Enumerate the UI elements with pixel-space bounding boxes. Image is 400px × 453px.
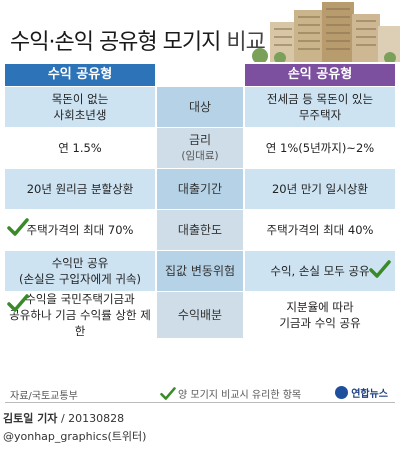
- column-header-gain-loss-sharing: 손익 공유형: [245, 64, 395, 86]
- source-note: 자료/국토교통부: [10, 391, 78, 402]
- table-row: 수익을 국민주택기금과 공유하나 기금 수익률 상한 제한 수익배분 지분율에 따라…: [5, 292, 395, 338]
- profit-sharing-cell: 20년 원리금 분할상환: [5, 169, 155, 209]
- profit-sharing-cell: 수익만 공유 (손실은 구입자에게 귀속): [5, 251, 155, 291]
- gain-loss-sharing-cell: 지분율에 따라 기금과 수익 공유: [245, 292, 395, 338]
- table-row: 연 1.5% 금리 (임대료) 연 1%(5년까지)~2%: [5, 128, 395, 168]
- column-header-spacer: [157, 64, 243, 86]
- legend: 양 모기지 비교시 유리한 항목: [160, 386, 301, 401]
- profit-sharing-cell-text: 목돈이 없는 사회초년생: [51, 92, 109, 122]
- page-title: 수익·손익 공유형 모기지 비교: [10, 24, 266, 56]
- gain-loss-sharing-cell-text: 주택가격의 최대 40%: [266, 223, 374, 237]
- gain-loss-sharing-cell: 전세금 등 목돈이 있는 무주택자: [245, 87, 395, 127]
- title-main: 수익·손익 공유형 모기지: [10, 30, 221, 55]
- gain-loss-sharing-cell-text: 지분율에 따라 기금과 수익 공유: [279, 300, 361, 330]
- twitter-handle: @yonhap_graphics(트위터): [3, 430, 147, 443]
- check-icon: [369, 260, 391, 278]
- gain-loss-sharing-cell: 수익, 손실 모두 공유: [245, 251, 395, 291]
- logo-mark-icon: [335, 386, 349, 399]
- gain-loss-sharing-cell: 20년 만기 일시상환: [245, 169, 395, 209]
- gain-loss-sharing-cell-text: 연 1%(5년까지)~2%: [265, 141, 375, 155]
- table-row: 목돈이 없는 사회초년생 대상 전세금 등 목돈이 있는 무주택자: [5, 87, 395, 127]
- profit-sharing-cell-text: 연 1.5%: [58, 141, 102, 155]
- profit-sharing-cell: 연 1.5%: [5, 128, 155, 168]
- check-icon: [7, 218, 29, 236]
- profit-sharing-cell-text: 수익만 공유 (손실은 구입자에게 귀속): [18, 256, 142, 286]
- legend-label: 양 모기지 비교시 유리한 항목: [178, 390, 302, 401]
- criteria-cell-text: 대상: [188, 100, 212, 114]
- criteria-cell-text: 금리: [188, 133, 212, 147]
- profit-sharing-cell: 수익을 국민주택기금과 공유하나 기금 수익률 상한 제한: [5, 292, 155, 338]
- check-icon: [160, 387, 176, 400]
- byline-date: / 20130828: [60, 412, 125, 425]
- criteria-cell-text: 대출한도: [177, 223, 223, 237]
- byline-name: 김토일 기자: [3, 412, 58, 425]
- profit-sharing-cell-text: 수익을 국민주택기금과 공유하나 기금 수익률 상한 제한: [9, 292, 151, 338]
- gain-loss-sharing-cell-text: 전세금 등 목돈이 있는 무주택자: [266, 92, 374, 122]
- profit-sharing-cell: 목돈이 없는 사회초년생: [5, 87, 155, 127]
- criteria-cell-text: 수익배분: [177, 308, 223, 322]
- profit-sharing-cell-text: 20년 원리금 분할상환: [26, 182, 134, 196]
- gain-loss-sharing-cell: 연 1%(5년까지)~2%: [245, 128, 395, 168]
- profit-sharing-cell: 주택가격의 최대 70%: [5, 210, 155, 250]
- check-icon: [7, 294, 29, 312]
- byline: 김토일 기자 / 20130828: [3, 410, 124, 426]
- criteria-cell: 수익배분: [157, 292, 243, 338]
- table-row: 20년 원리금 분할상환 대출기간 20년 만기 일시상환: [5, 169, 395, 209]
- apartment-buildings-illustration: [252, 2, 400, 62]
- gain-loss-sharing-cell: 주택가격의 최대 40%: [245, 210, 395, 250]
- criteria-cell-text: 집값 변동위험: [164, 264, 236, 278]
- logo-text: 연합뉴스: [351, 389, 388, 400]
- header: 수익·손익 공유형 모기지 비교: [0, 0, 400, 62]
- criteria-subtext: (임대료): [181, 150, 219, 162]
- criteria-cell: 대출한도: [157, 210, 243, 250]
- criteria-cell: 금리 (임대료): [157, 128, 243, 168]
- criteria-cell: 대상: [157, 87, 243, 127]
- table-row: 수익만 공유 (손실은 구입자에게 귀속) 집값 변동위험 수익, 손실 모두 공유: [5, 251, 395, 291]
- gain-loss-sharing-cell-text: 20년 만기 일시상환: [271, 182, 368, 196]
- gain-loss-sharing-cell-text: 수익, 손실 모두 공유: [270, 264, 370, 278]
- column-header-profit-sharing: 수익 공유형: [5, 64, 155, 86]
- criteria-cell-text: 대출기간: [177, 182, 223, 196]
- criteria-cell: 집값 변동위험: [157, 251, 243, 291]
- footer-bar: [5, 385, 395, 403]
- table-row: 주택가격의 최대 70% 대출한도 주택가격의 최대 40%: [5, 210, 395, 250]
- profit-sharing-cell-text: 주택가격의 최대 70%: [26, 223, 134, 237]
- criteria-cell: 대출기간: [157, 169, 243, 209]
- yonhap-logo: 연합뉴스: [335, 385, 388, 400]
